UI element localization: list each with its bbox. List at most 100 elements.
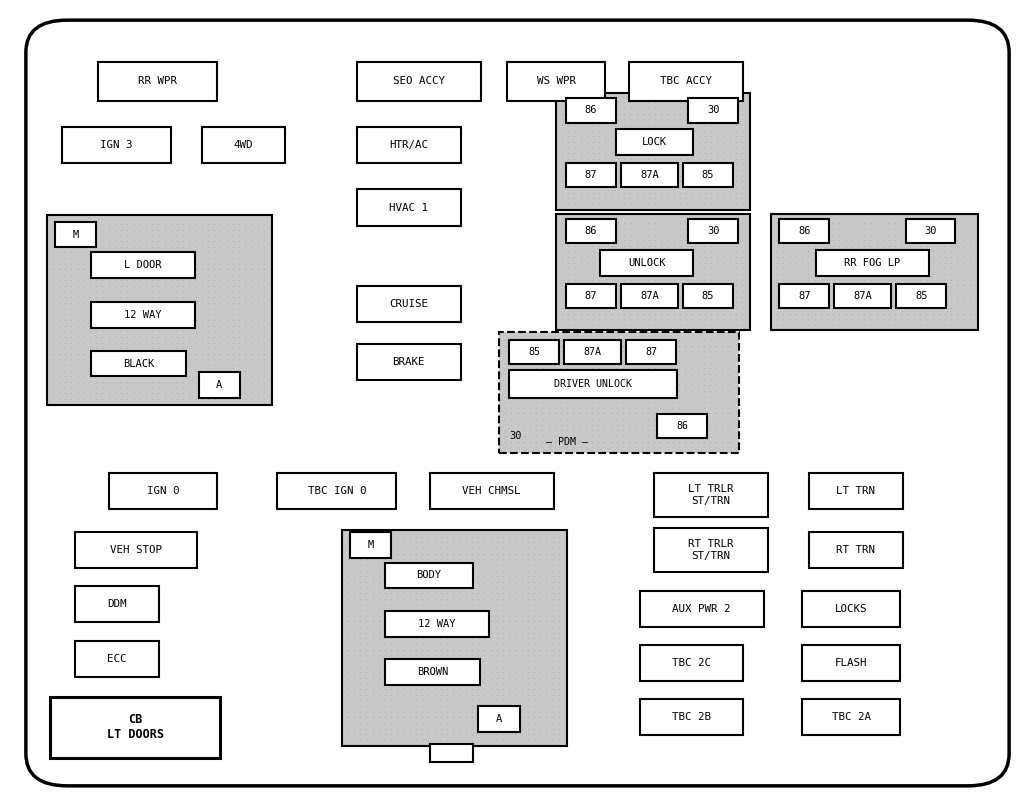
Point <box>703 228 719 241</box>
Point <box>426 604 443 617</box>
Point <box>408 621 424 634</box>
Point <box>408 688 424 701</box>
Text: ECC: ECC <box>108 654 126 664</box>
Point <box>389 581 406 594</box>
Point <box>528 407 544 420</box>
Point <box>627 334 644 347</box>
Point <box>402 694 418 707</box>
Point <box>585 268 601 280</box>
Point <box>658 441 675 454</box>
Point <box>76 235 92 247</box>
Point <box>856 268 873 280</box>
Point <box>346 530 362 543</box>
Point <box>451 564 468 577</box>
Point <box>346 722 362 735</box>
Point <box>653 135 670 148</box>
Point <box>955 245 972 258</box>
Point <box>641 181 657 193</box>
Point <box>560 135 576 148</box>
Point <box>507 677 524 690</box>
Point <box>408 564 424 577</box>
Point <box>659 262 676 275</box>
Text: IGN 0: IGN 0 <box>147 486 179 496</box>
Point <box>579 245 595 258</box>
Point <box>457 733 474 746</box>
Point <box>893 251 910 264</box>
Point <box>616 290 632 303</box>
Point <box>943 251 959 264</box>
Point <box>383 654 400 667</box>
Point <box>540 441 557 454</box>
Point <box>249 263 266 276</box>
Point <box>420 660 437 673</box>
Point <box>94 257 111 270</box>
Point <box>526 733 542 746</box>
Point <box>671 356 687 369</box>
Point <box>45 218 61 231</box>
Point <box>794 245 810 258</box>
Point <box>509 430 526 442</box>
Point <box>653 169 670 182</box>
Point <box>256 302 272 315</box>
Point <box>671 390 687 403</box>
Point <box>702 435 718 448</box>
Point <box>696 407 712 420</box>
Point <box>652 435 669 448</box>
Point <box>554 245 570 258</box>
Point <box>538 547 555 560</box>
Point <box>559 356 575 369</box>
Point <box>464 666 480 679</box>
Point <box>937 313 953 326</box>
Point <box>420 626 437 639</box>
Point <box>672 262 688 275</box>
Point <box>703 222 719 235</box>
Point <box>57 359 73 372</box>
Point <box>69 246 86 259</box>
Point <box>371 683 387 696</box>
Point <box>560 181 576 193</box>
Point <box>489 587 505 600</box>
Point <box>515 430 532 442</box>
Point <box>812 234 829 247</box>
Point <box>150 246 167 259</box>
Point <box>138 274 154 287</box>
Point <box>554 268 570 280</box>
Point <box>544 638 561 650</box>
Point <box>181 342 198 355</box>
Point <box>653 113 670 126</box>
Point <box>113 319 129 332</box>
Point <box>426 553 443 566</box>
Point <box>243 336 260 349</box>
Point <box>377 671 393 684</box>
Point <box>200 330 216 343</box>
Point <box>812 256 829 269</box>
Point <box>107 319 123 332</box>
Point <box>352 733 368 746</box>
Point <box>94 336 111 349</box>
Point <box>596 345 613 358</box>
Point <box>420 570 437 583</box>
Point <box>628 181 645 193</box>
Point <box>659 251 676 264</box>
Text: LT TRN: LT TRN <box>836 486 876 496</box>
Point <box>212 347 229 360</box>
Point <box>497 441 513 454</box>
Point <box>628 158 645 171</box>
Point <box>489 638 505 650</box>
Point <box>476 683 493 696</box>
Point <box>565 407 582 420</box>
Point <box>659 290 676 303</box>
Point <box>697 256 713 269</box>
Point <box>501 530 518 543</box>
Point <box>94 297 111 310</box>
Point <box>628 222 645 235</box>
Point <box>709 192 726 205</box>
Point <box>800 307 817 320</box>
Point <box>715 234 732 247</box>
Point <box>451 553 468 566</box>
Point <box>831 285 848 297</box>
Point <box>640 424 656 437</box>
Point <box>603 279 620 292</box>
Point <box>534 413 551 426</box>
Point <box>63 297 80 310</box>
